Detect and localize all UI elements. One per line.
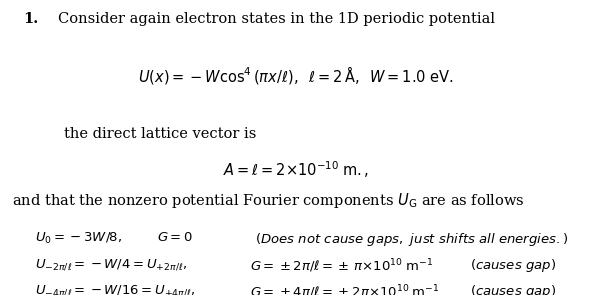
Text: $U_{-4\pi/\ell} = -W/16 = U_{+4\pi/\ell},$: $U_{-4\pi/\ell} = -W/16 = U_{+4\pi/\ell}… bbox=[35, 283, 195, 295]
Text: $G = \pm 2\pi/\ell = \pm\,\pi{\times}10^{10}\;\mathrm{m}^{-1}$: $G = \pm 2\pi/\ell = \pm\,\pi{\times}10^… bbox=[250, 257, 433, 275]
Text: $G = \pm 4\pi/\ell = \pm 2\pi{\times}10^{10}\;\mathrm{m}^{-1}$: $G = \pm 4\pi/\ell = \pm 2\pi{\times}10^… bbox=[250, 283, 439, 295]
Text: $A = \ell = 2{\times}10^{-10}\;\mathrm{m.},$: $A = \ell = 2{\times}10^{-10}\;\mathrm{m… bbox=[223, 159, 369, 180]
Text: $U_{-2\pi/\ell} = -W/4 = U_{+2\pi/\ell},$: $U_{-2\pi/\ell} = -W/4 = U_{+2\pi/\ell},… bbox=[35, 257, 187, 272]
Text: $\mathit{(causes\ gap)}$: $\mathit{(causes\ gap)}$ bbox=[470, 283, 556, 295]
Text: $G = 0$: $G = 0$ bbox=[157, 231, 193, 244]
Text: the direct lattice vector is: the direct lattice vector is bbox=[64, 127, 256, 141]
Text: $U(x) = -W\cos^4(\pi x/\ell),\;\; \ell = 2\,\mathrm{\AA},\;\; W = 1.0\;\mathrm{e: $U(x) = -W\cos^4(\pi x/\ell),\;\; \ell =… bbox=[139, 64, 453, 86]
Text: and that the nonzero potential Fourier components $U_{\mathrm{G}}$ are as follow: and that the nonzero potential Fourier c… bbox=[12, 191, 525, 210]
Text: 1.: 1. bbox=[23, 12, 38, 26]
Text: $U_0 = -3W/8,$: $U_0 = -3W/8,$ bbox=[35, 231, 122, 246]
Text: Consider again electron states in the 1D periodic potential: Consider again electron states in the 1D… bbox=[58, 12, 495, 26]
Text: $\mathit{(causes\ gap)}$: $\mathit{(causes\ gap)}$ bbox=[470, 257, 556, 274]
Text: $\mathit{(Does\ not\ cause\ gaps,\ just\ shifts\ all\ energies.)}$: $\mathit{(Does\ not\ cause\ gaps,\ just\… bbox=[255, 231, 569, 248]
